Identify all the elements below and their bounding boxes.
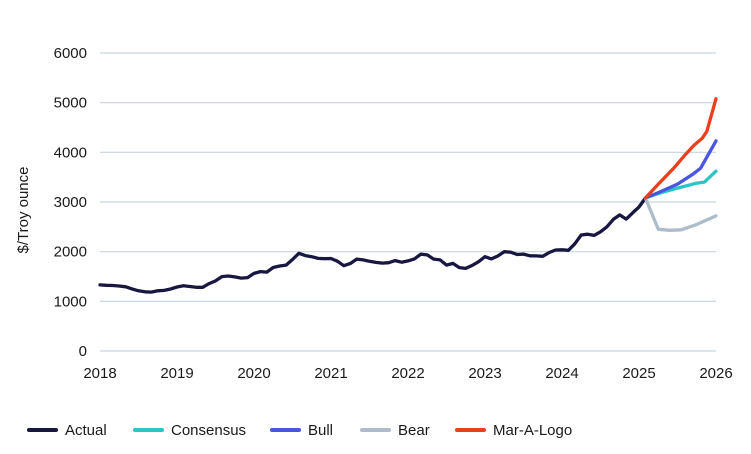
chart-legend: Actual Consensus Bull Bear Mar-A-Logo — [0, 420, 751, 442]
legend-item-actual: Actual — [27, 420, 107, 440]
y-tick-label: 4000 — [54, 144, 87, 161]
y-tick-label: 3000 — [54, 194, 87, 211]
legend-label-actual: Actual — [65, 421, 107, 439]
legend-item-bull: Bull — [270, 420, 333, 440]
x-tick-label: 2018 — [83, 365, 116, 382]
legend-label-bull: Bull — [308, 421, 334, 439]
x-tick-label: 2021 — [314, 365, 347, 382]
y-tick-label: 5000 — [54, 95, 87, 112]
series-line-mar-a-logo — [643, 97, 718, 200]
series-line-bull — [643, 139, 718, 200]
legend-label-bear: Bear — [398, 421, 430, 439]
y-tick-label: 1000 — [54, 293, 87, 310]
legend-swatch-bear — [360, 428, 391, 432]
legend-label-consensus: Consensus — [171, 421, 247, 439]
y-tick-label: 0 — [79, 343, 87, 360]
legend-swatch-bull — [270, 428, 301, 432]
legend-item-consensus: Consensus — [133, 420, 246, 440]
series-line-actual — [98, 196, 648, 294]
x-tick-label: 2023 — [468, 365, 501, 382]
x-tick-label: 2022 — [391, 365, 424, 382]
x-tick-label: 2025 — [622, 365, 655, 382]
y-tick-label: 2000 — [54, 244, 87, 261]
y-tick-label: 6000 — [54, 45, 87, 62]
x-tick-label: 2020 — [237, 365, 270, 382]
legend-item-mar-a-logo: Mar-A-Logo — [455, 420, 572, 440]
legend-label-mar-a-logo: Mar-A-Logo — [493, 421, 573, 439]
x-tick-label: 2019 — [160, 365, 193, 382]
y-axis-title: $/Troy ounce — [15, 167, 32, 254]
x-tick-label: 2026 — [699, 365, 732, 382]
x-tick-label: 2024 — [545, 365, 578, 382]
legend-swatch-consensus — [133, 428, 164, 432]
legend-item-bear: Bear — [360, 420, 430, 440]
series-line-bear — [643, 196, 718, 232]
legend-swatch-actual — [27, 428, 58, 432]
legend-swatch-mar-a-logo — [455, 428, 486, 432]
